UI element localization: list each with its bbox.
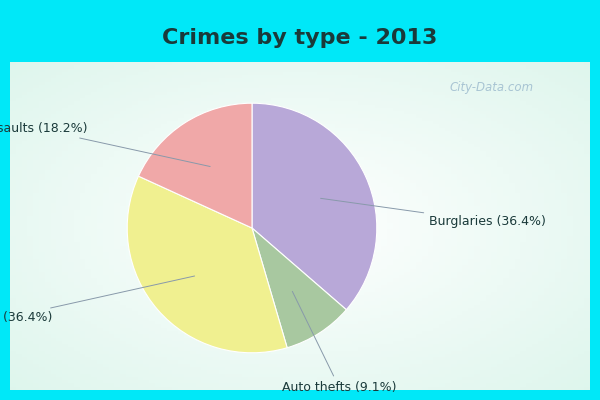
Text: Auto thefts (9.1%): Auto thefts (9.1%) xyxy=(282,291,397,394)
Text: Burglaries (36.4%): Burglaries (36.4%) xyxy=(320,198,546,228)
Wedge shape xyxy=(252,228,346,348)
Text: City-Data.com: City-Data.com xyxy=(450,82,534,94)
Text: Crimes by type - 2013: Crimes by type - 2013 xyxy=(163,28,437,48)
Text: Thefts (36.4%): Thefts (36.4%) xyxy=(0,276,194,324)
Text: Assaults (18.2%): Assaults (18.2%) xyxy=(0,122,210,166)
Wedge shape xyxy=(139,103,252,228)
Wedge shape xyxy=(252,103,377,310)
Wedge shape xyxy=(127,176,287,353)
